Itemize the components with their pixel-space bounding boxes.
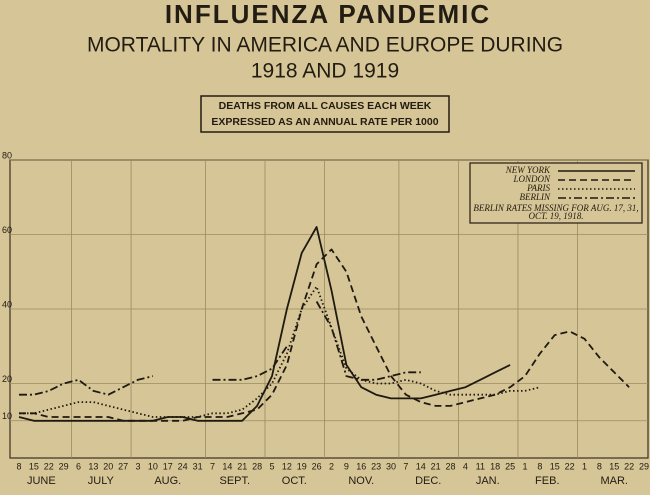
x-tick-label: 22 (44, 461, 54, 471)
x-tick-label: 10 (148, 461, 158, 471)
x-tick-label: 11 (476, 461, 485, 471)
x-tick-label: 30 (386, 461, 396, 471)
chart-subtitle: MORTALITY IN AMERICA AND EUROPE DURING (87, 34, 563, 57)
x-tick-label: 21 (431, 461, 441, 471)
x-tick-label: 14 (222, 461, 232, 471)
x-tick-label: 17 (163, 461, 173, 471)
month-label: JULY (88, 475, 115, 487)
x-tick-label: 22 (565, 461, 575, 471)
series-line (19, 248, 630, 422)
legend-label: LONDON (512, 174, 551, 184)
note-box (200, 95, 450, 133)
month-label: OCT. (282, 475, 307, 487)
month-label: AUG. (154, 475, 181, 487)
month-label: SEPT. (219, 475, 250, 487)
x-tick-label: 24 (178, 461, 188, 471)
legend-note: BERLIN RATES MISSING FOR AUG. 17, 31, (473, 203, 638, 213)
month-label: FEB. (535, 475, 559, 487)
x-tick-label: 1 (522, 461, 527, 471)
x-tick-label: 23 (371, 461, 381, 471)
x-tick-label: 15 (29, 461, 39, 471)
x-tick-label: 21 (237, 461, 247, 471)
x-tick-label: 14 (416, 461, 426, 471)
x-tick-label: 9 (344, 461, 349, 471)
month-label: JAN. (476, 475, 500, 487)
x-tick-label: 4 (463, 461, 468, 471)
y-tick-label: 40 (2, 299, 12, 309)
legend-label: PARIS (526, 183, 550, 193)
x-tick-label: 15 (550, 461, 560, 471)
x-tick-label: 28 (252, 461, 262, 471)
y-tick-label: 10 (2, 411, 12, 421)
series-line (18, 226, 511, 422)
x-tick-label: 7 (403, 461, 408, 471)
y-tick-label: 20 (2, 374, 12, 384)
x-tick-label: 22 (624, 461, 634, 471)
x-tick-label: 19 (297, 461, 307, 471)
x-tick-label: 16 (356, 461, 366, 471)
note: EXPRESSED AS AN ANNUAL RATE PER 1000 (211, 116, 438, 128)
y-tick-label: 80 (2, 150, 12, 160)
x-tick-label: 6 (76, 461, 81, 471)
x-tick-label: 20 (103, 461, 113, 471)
month-label: JUNE (27, 475, 56, 487)
series-line (19, 301, 421, 396)
x-tick-label: 8 (16, 461, 21, 471)
x-tick-label: 18 (490, 461, 500, 471)
month-label: MAR. (600, 475, 628, 487)
x-tick-label: 29 (59, 461, 69, 471)
y-tick-label: 60 (2, 225, 12, 235)
legend-label: NEW YORK (505, 165, 551, 175)
x-tick-label: 3 (136, 461, 141, 471)
x-tick-label: 29 (639, 461, 649, 471)
month-label: NOV. (348, 475, 374, 487)
x-tick-label: 7 (210, 461, 215, 471)
series-line (19, 285, 541, 418)
note: DEATHS FROM ALL CAUSES EACH WEEK (219, 100, 432, 112)
x-tick-label: 8 (597, 461, 602, 471)
x-tick-label: 8 (537, 461, 542, 471)
legend-box (469, 162, 643, 224)
legend-label: BERLIN (520, 192, 551, 202)
x-tick-label: 5 (269, 461, 274, 471)
x-tick-label: 12 (282, 461, 292, 471)
x-tick-label: 31 (193, 461, 203, 471)
x-tick-label: 25 (505, 461, 515, 471)
month-label: DEC. (415, 475, 441, 487)
x-tick-label: 15 (609, 461, 619, 471)
chart-subtitle: 1918 AND 1919 (251, 60, 399, 83)
x-tick-label: 13 (88, 461, 98, 471)
chart-title: INFLUENZA PANDEMIC (165, 0, 491, 29)
x-tick-label: 27 (118, 461, 128, 471)
legend-note: OCT. 19, 1918. (528, 211, 583, 221)
x-tick-label: 26 (312, 461, 322, 471)
x-tick-label: 28 (446, 461, 456, 471)
x-tick-label: 2 (329, 461, 334, 471)
x-tick-label: 1 (582, 461, 587, 471)
